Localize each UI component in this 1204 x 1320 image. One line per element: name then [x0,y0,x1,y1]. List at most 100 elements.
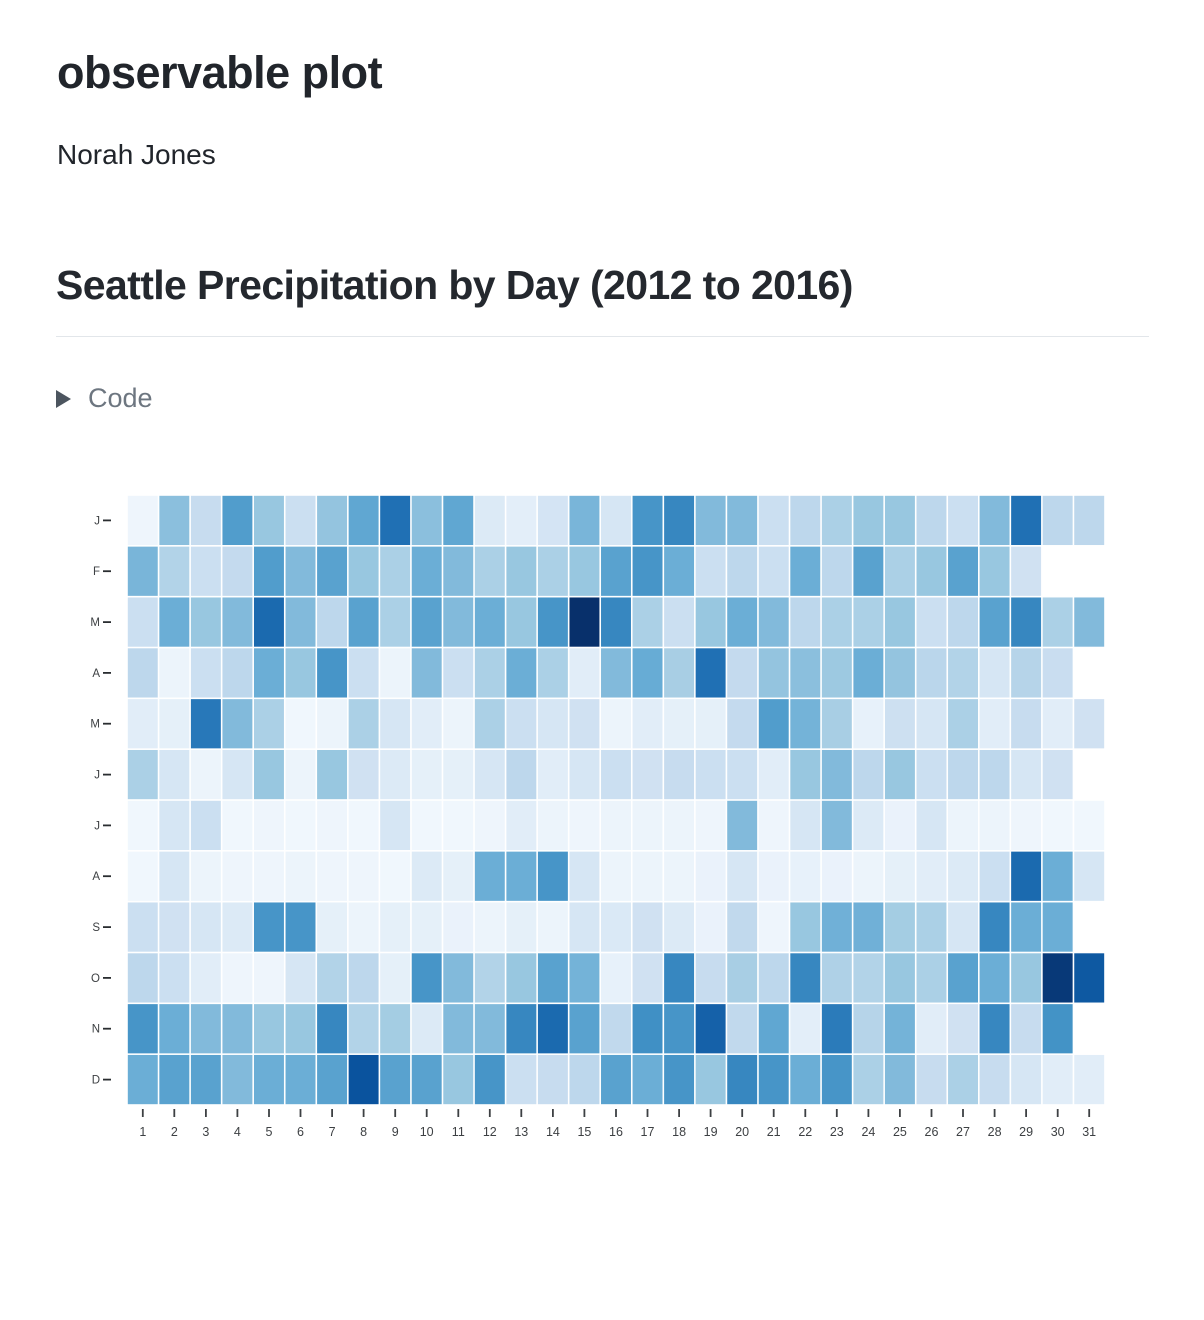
heatmap-cell [474,851,505,901]
heatmap-cell [317,546,348,596]
heatmap-cell [1074,699,1105,749]
x-axis-tick-label: 30 [1051,1125,1065,1139]
heatmap-cell [948,648,978,698]
heatmap-cell [821,597,852,647]
heatmap-cell [411,851,442,901]
heatmap-cell [601,546,631,596]
heatmap-cell [537,902,568,952]
heatmap-cell [537,546,568,596]
x-axis-tick-label: 18 [672,1125,686,1139]
y-axis-tick-label: J [94,515,100,527]
heatmap-cell [727,800,758,851]
heatmap-cell [537,953,568,1003]
heatmap-cell [601,1004,631,1054]
heatmap-cell [979,800,1010,851]
heatmap-cell [727,495,758,546]
heatmap-cell [821,495,852,546]
code-toggle[interactable]: Code [56,383,153,414]
heatmap-cell [380,800,411,851]
heatmap-cell [1042,1004,1073,1054]
heatmap-cell [884,800,915,851]
heatmap-cell [1011,546,1042,596]
heatmap-cell [537,1054,568,1105]
heatmap-cell [474,953,505,1003]
heatmap-cell [884,648,915,698]
heatmap-cell [506,953,537,1003]
heatmap-cell [790,648,821,698]
heatmap-cell [317,1054,348,1105]
heatmap-cell [127,851,158,901]
heatmap-cell [916,495,947,546]
heatmap-cell [222,648,253,698]
x-axis-tick-label: 29 [1019,1125,1033,1139]
heatmap-cell [695,953,726,1003]
heatmap-cell [537,648,568,698]
heatmap-cell [632,597,663,647]
heatmap-cell [537,495,568,546]
heatmap-cell [758,1054,789,1105]
heatmap-cell [632,648,663,698]
heatmap-cell [380,902,411,952]
heatmap-cell [506,902,537,952]
heatmap-cell [758,749,789,800]
y-axis-tick-label: N [92,1024,100,1036]
heatmap-cell [317,800,348,851]
heatmap-cell [506,648,537,698]
heatmap-cell [1011,953,1042,1003]
heatmap-cell [253,1054,284,1105]
heatmap-cell [948,800,978,851]
heatmap-cell [127,495,158,546]
x-axis-tick-label: 27 [956,1125,970,1139]
heatmap-cell [1042,902,1073,952]
x-axis-tick-label: 9 [392,1125,399,1139]
heatmap-cell [222,597,253,647]
heatmap-cell [821,1054,852,1105]
heatmap-cell [979,902,1010,952]
heatmap-cell [916,1004,947,1054]
heatmap-cell [948,699,978,749]
heatmap-cell [758,953,789,1003]
heatmap-cell [474,495,505,546]
heatmap-cell [853,546,884,596]
heatmap-cell [884,495,915,546]
heatmap-cell [190,749,221,800]
heatmap-cell [853,800,884,851]
heatmap-cell [853,851,884,901]
heatmap-cell [253,953,284,1003]
heatmap-cell [190,800,221,851]
heatmap-cell [853,648,884,698]
heatmap-cell [285,953,316,1003]
heatmap-cell [664,699,695,749]
heatmap-cell [348,699,379,749]
heatmap-cell [695,699,726,749]
x-axis-tick-label: 26 [925,1125,939,1139]
heatmap-cell [253,749,284,800]
heatmap-cell [127,1054,158,1105]
heatmap-cell [790,546,821,596]
x-axis-tick-label: 11 [452,1125,465,1139]
y-axis-tick-label: F [93,566,100,578]
heatmap-cell [695,597,726,647]
heatmap-cell [948,546,978,596]
heatmap-cell [190,1054,221,1105]
heatmap-cell [1074,953,1105,1003]
heatmap-cell [695,648,726,698]
y-axis-tick-label: S [92,922,100,934]
heatmap-cell [1074,495,1105,546]
heatmap-cell [916,953,947,1003]
heatmap-cell [632,495,663,546]
heatmap-cell [569,699,600,749]
heatmap-cell [159,953,190,1003]
y-axis-tick-label: O [91,973,100,985]
heatmap-cell [253,851,284,901]
heatmap-cell [790,902,821,952]
heatmap-cell [569,597,600,647]
heatmap-cell [348,495,379,546]
heatmap-cell [884,597,915,647]
heatmap-cell [159,851,190,901]
heatmap-cell [537,749,568,800]
heatmap-cell [601,495,631,546]
heatmap-cell [569,800,600,851]
heatmap-cell [1011,800,1042,851]
